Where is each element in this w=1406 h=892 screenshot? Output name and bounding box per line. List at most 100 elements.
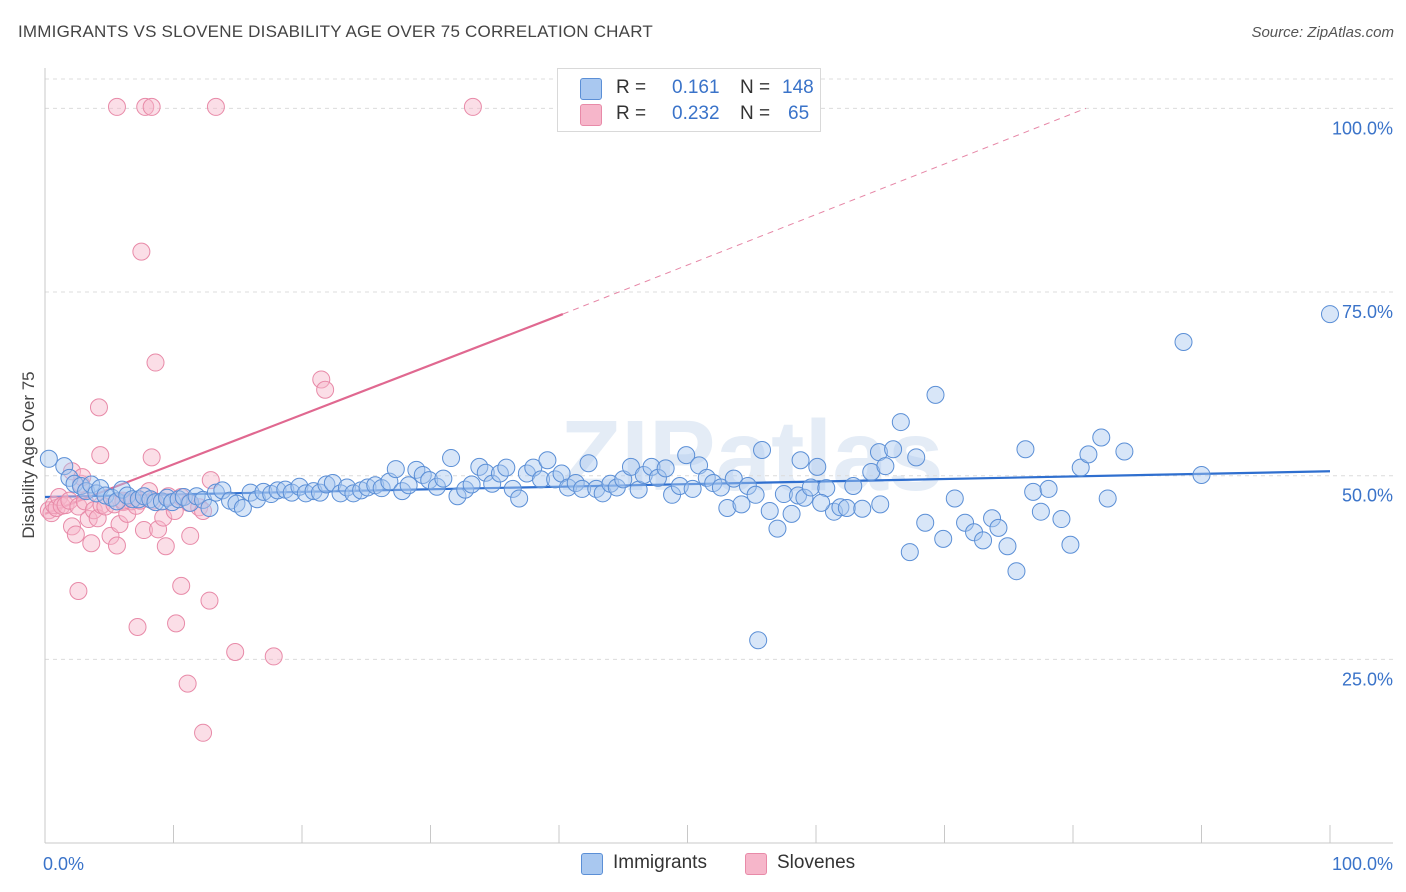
- slovenes-point: [89, 398, 108, 417]
- slovenes-point: [312, 370, 331, 389]
- immigrants-point: [476, 463, 495, 482]
- immigrants-point: [621, 457, 640, 476]
- y-tick-label: 75.0%: [1342, 302, 1393, 322]
- immigrants-point: [317, 475, 336, 494]
- immigrants-point: [934, 529, 953, 548]
- slovenes-point: [463, 97, 482, 116]
- y-tick-label: 25.0%: [1342, 669, 1393, 689]
- immigrants-point: [926, 385, 945, 404]
- immigrants-point: [1039, 479, 1058, 498]
- bottom-legend-label: Slovenes: [777, 852, 856, 873]
- immigrants-point: [1192, 465, 1211, 484]
- immigrants-point: [956, 513, 975, 532]
- immigrants-point: [579, 454, 598, 473]
- immigrants-point: [254, 482, 273, 501]
- slovenes-point: [154, 508, 173, 527]
- tick-labels: 25.0% 50.0% 75.0% 100.0% 0.0% 100.0%: [43, 118, 1393, 874]
- immigrants-point: [732, 495, 751, 514]
- immigrants-point: [795, 488, 814, 507]
- immigrants-point: [248, 490, 267, 509]
- immigrants-point: [749, 631, 768, 650]
- legend-n-label: N =: [740, 77, 771, 98]
- immigrants-point: [1031, 502, 1050, 521]
- legend-n-label: N =: [740, 103, 771, 124]
- immigrants-point: [900, 543, 919, 562]
- slovenes-point: [82, 534, 101, 553]
- immigrants-point: [448, 487, 467, 506]
- immigrants-point: [1098, 489, 1117, 508]
- immigrants-point: [677, 446, 696, 465]
- immigrants-point: [1016, 440, 1035, 459]
- immigrants-point: [1174, 332, 1193, 351]
- immigrants-point: [642, 457, 661, 476]
- slovenes-points: [39, 97, 482, 742]
- immigrants-point: [483, 474, 502, 493]
- immigrants-point: [974, 531, 993, 550]
- immigrants-point: [945, 489, 964, 508]
- slovenes-point: [149, 520, 168, 539]
- legend-n-value: 65: [788, 103, 810, 124]
- slovenes-point: [69, 582, 88, 601]
- immigrants-point: [1071, 458, 1090, 477]
- slovenes-point: [146, 353, 165, 372]
- bottom-legend-swatch-slovenes: [745, 853, 767, 875]
- immigrants-point: [1079, 445, 1098, 464]
- immigrants-point: [711, 478, 730, 497]
- slovenes-point: [107, 97, 126, 116]
- chart-title: IMMIGRANTS VS SLOVENE DISABILITY AGE OVE…: [18, 22, 653, 41]
- slovenes-point: [181, 526, 200, 545]
- immigrants-point: [1007, 562, 1026, 581]
- immigrants-point: [200, 499, 219, 518]
- immigrants-point: [532, 470, 551, 489]
- immigrants-point: [573, 479, 592, 498]
- immigrants-point: [760, 501, 779, 520]
- immigrants-point: [724, 469, 743, 488]
- slovenes-point: [79, 510, 98, 529]
- immigrants-point: [648, 468, 667, 487]
- immigrants-point: [399, 476, 418, 495]
- slovenes-point: [66, 525, 85, 544]
- immigrants-point: [538, 451, 557, 470]
- immigrants-point: [907, 448, 926, 467]
- immigrants-point: [683, 479, 702, 498]
- immigrants-point: [916, 513, 935, 532]
- immigrants-point: [998, 537, 1017, 556]
- slovenes-point: [128, 618, 147, 637]
- slovenes-point: [194, 723, 213, 742]
- immigrants-point: [746, 485, 765, 504]
- axes: [44, 68, 1393, 844]
- immigrants-point: [510, 489, 529, 508]
- immigrants-point: [1024, 482, 1043, 501]
- slovenes-point: [264, 647, 283, 666]
- slovenes-point: [178, 674, 197, 693]
- immigrants-point: [871, 495, 890, 514]
- immigrants-point: [233, 499, 252, 518]
- immigrants-point: [1092, 428, 1111, 447]
- immigrants-point: [296, 484, 315, 503]
- immigrants-point: [386, 460, 405, 479]
- y-tick-label: 50.0%: [1342, 486, 1393, 506]
- y-tick-label: 100.0%: [1332, 118, 1393, 138]
- immigrants-point: [853, 499, 872, 518]
- legend-r-value: 0.161: [672, 77, 720, 98]
- immigrants-point: [442, 449, 461, 468]
- immigrants-point: [718, 499, 737, 518]
- immigrants-point: [290, 477, 309, 496]
- immigrants-point: [782, 504, 801, 523]
- immigrants-point: [884, 440, 903, 459]
- immigrants-point: [1321, 305, 1339, 324]
- immigrants-point: [989, 518, 1008, 537]
- gridlines: [45, 78, 1393, 660]
- immigrants-point: [801, 478, 820, 497]
- slovenes-point: [136, 97, 155, 116]
- immigrants-point: [503, 479, 522, 498]
- slovenes-trend-line: [44, 313, 564, 515]
- slovenes-point: [206, 97, 225, 116]
- immigrants-point: [420, 471, 439, 490]
- immigrants-point: [372, 479, 391, 498]
- immigrants-point: [497, 458, 516, 477]
- immigrants-point: [213, 481, 232, 500]
- immigrants-point: [434, 469, 453, 488]
- immigrants-point: [1061, 535, 1080, 554]
